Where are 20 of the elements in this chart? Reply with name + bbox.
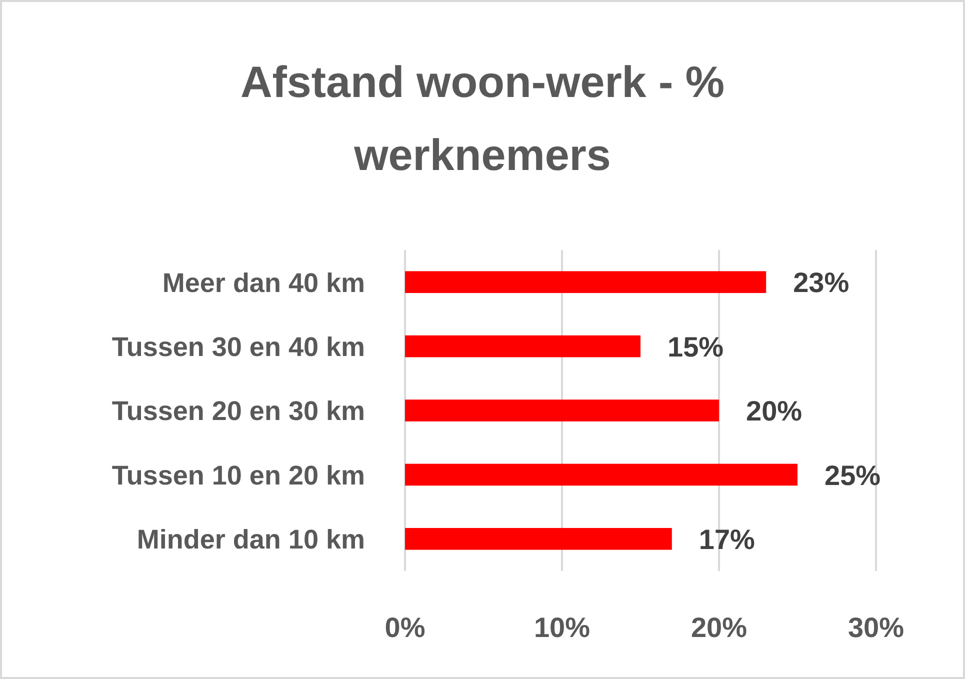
x-tick-label: 0% <box>384 612 426 644</box>
bar <box>405 464 798 486</box>
x-tick-label: 30% <box>848 612 904 644</box>
bar <box>405 528 672 550</box>
bar <box>405 400 719 422</box>
bar <box>405 271 766 294</box>
chart-title: Afstand woon-werk - % werknemers <box>240 58 725 180</box>
x-tick-label: 10% <box>534 612 590 644</box>
y-tick-label: Tussen 30 en 40 km <box>112 332 365 362</box>
data-label: 20% <box>746 396 802 427</box>
data-label: 25% <box>824 460 881 491</box>
x-tick-label: 20% <box>690 612 748 644</box>
y-tick-label: Tussen 10 en 20 km <box>112 460 365 490</box>
y-tick-label: Tussen 20 en 30 km <box>112 396 365 426</box>
data-label: 23% <box>793 267 850 298</box>
data-label: 17% <box>698 524 756 555</box>
y-tick-label: Meer dan 40 km <box>162 268 365 298</box>
data-label: 15% <box>668 331 724 362</box>
y-tick-label: Minder dan 10 km <box>136 524 365 555</box>
bar <box>405 335 640 358</box>
